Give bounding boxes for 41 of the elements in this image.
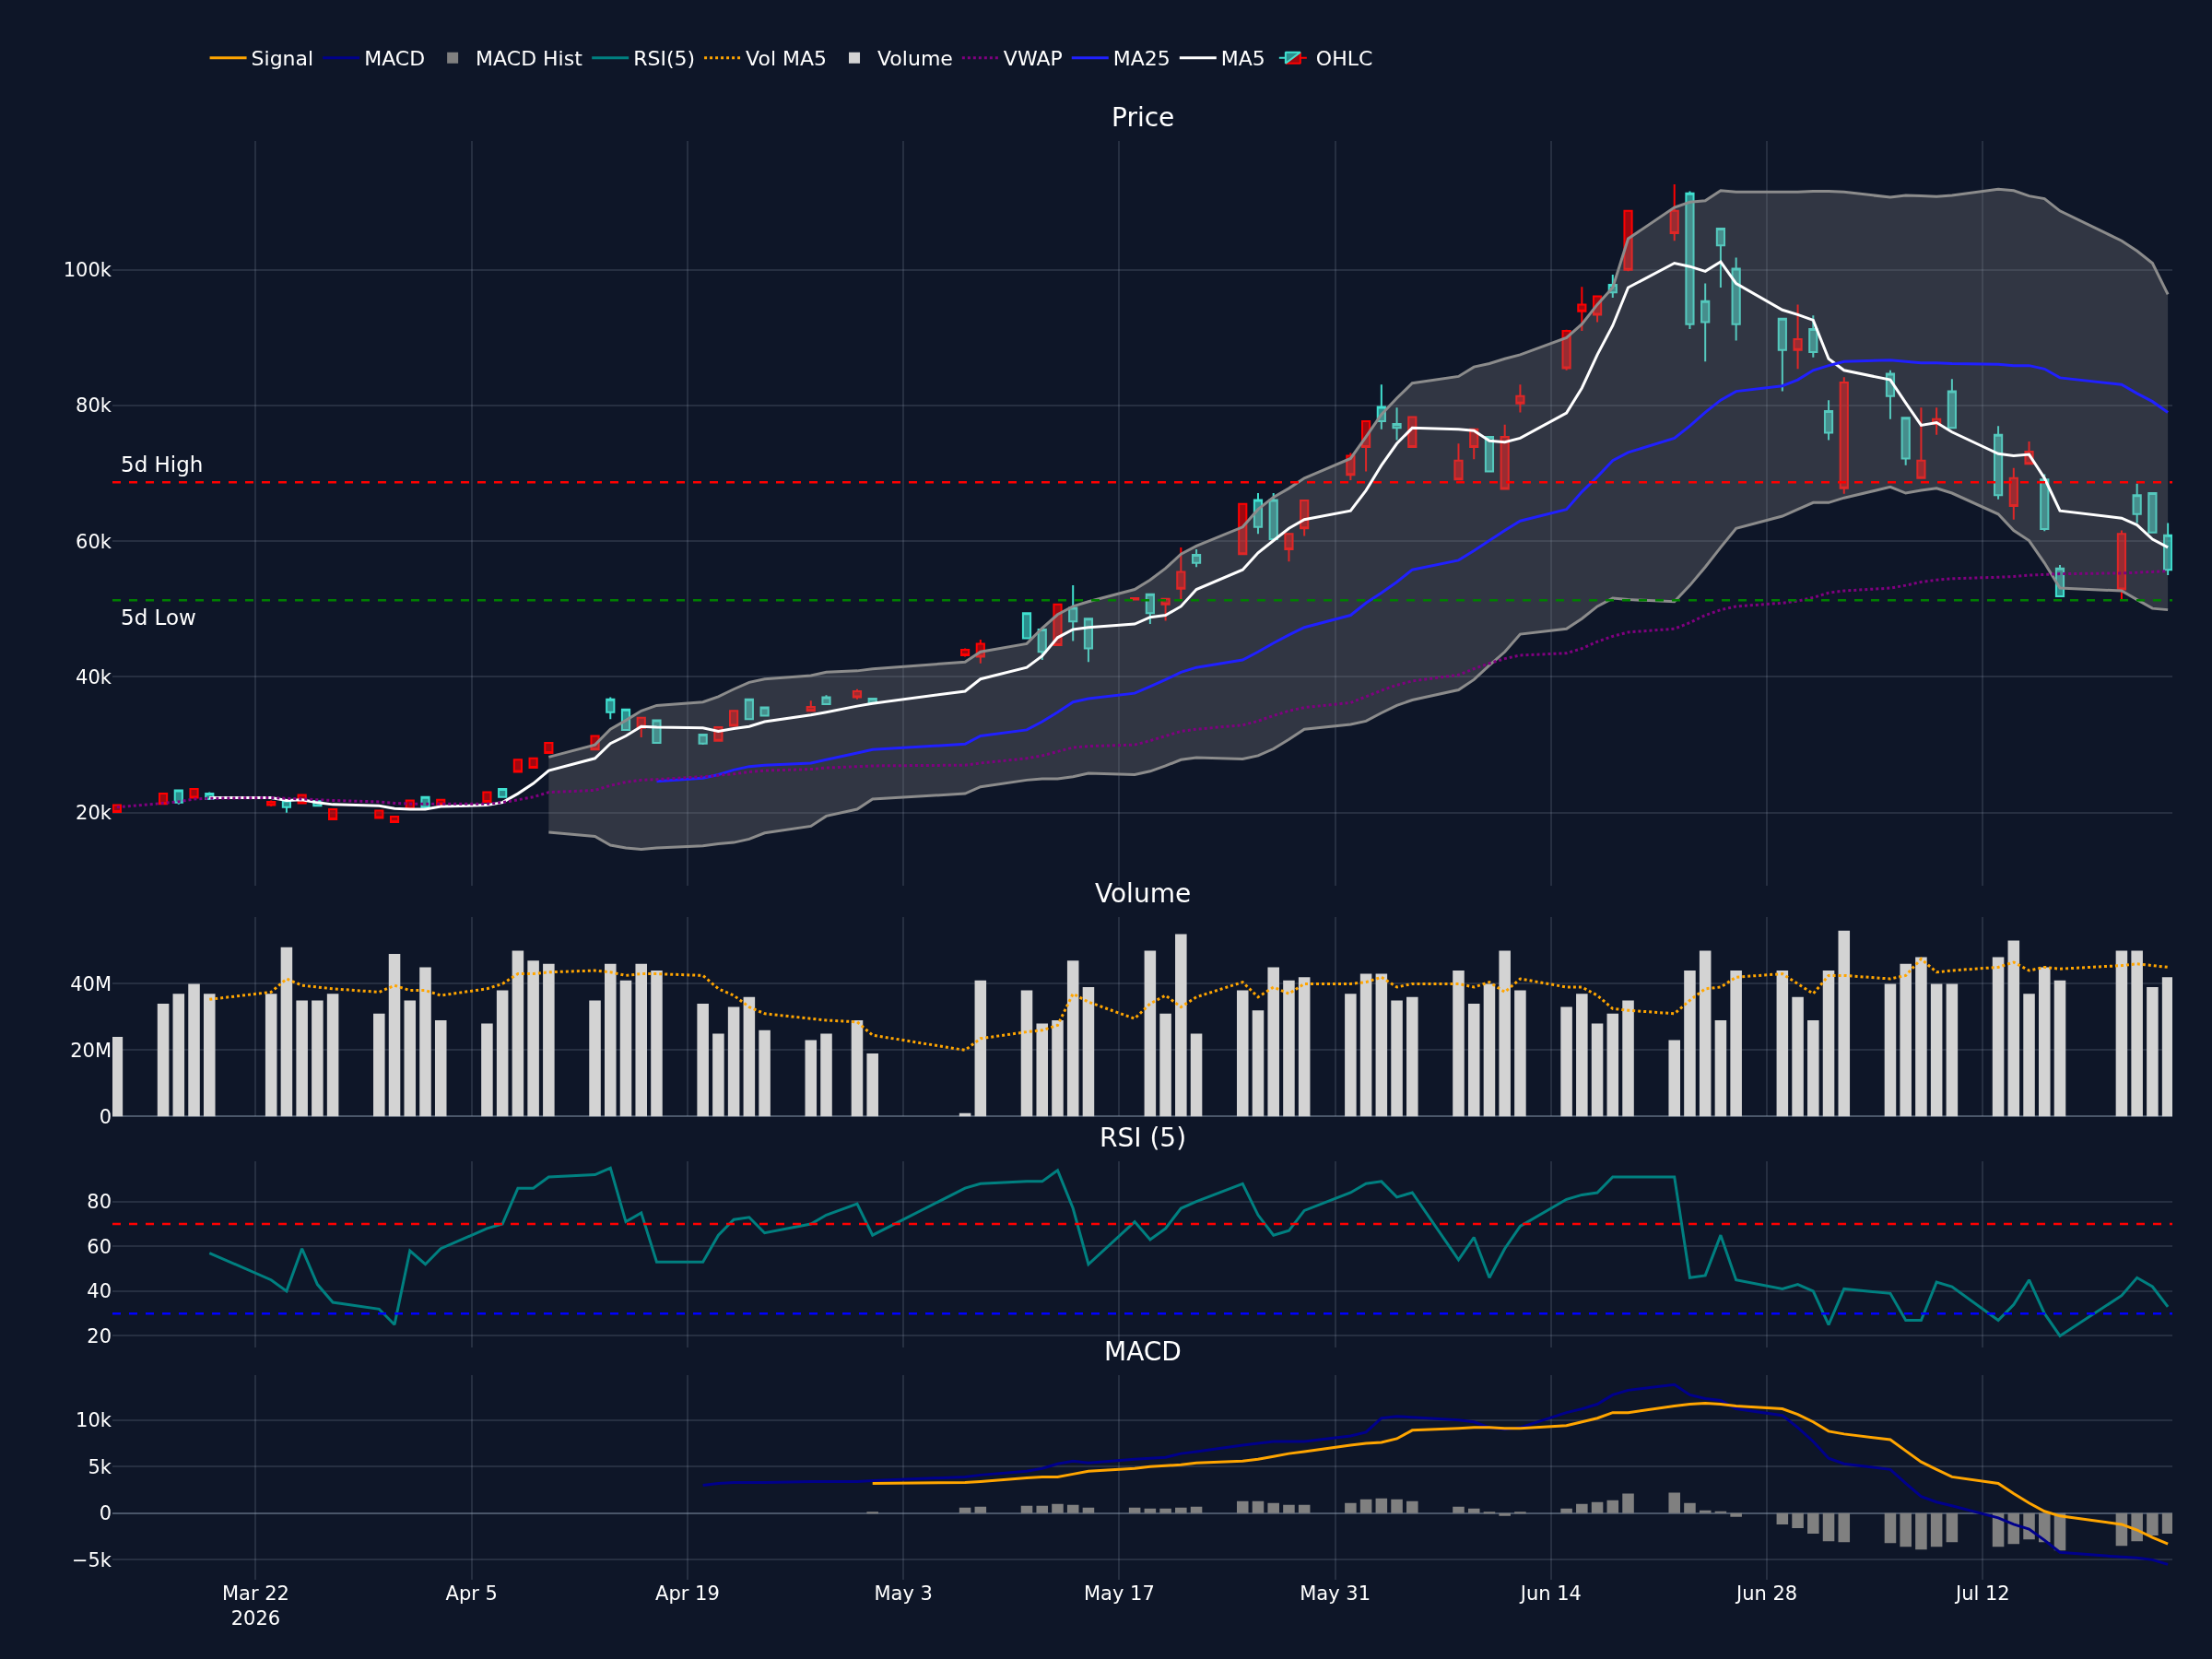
legend-label: OHLC bbox=[1315, 47, 1373, 71]
y-tick-label: 40 bbox=[87, 1280, 112, 1303]
ref-line-label: 5d Low bbox=[121, 606, 196, 629]
legend-label: MACD bbox=[364, 47, 426, 71]
legend-label: MA5 bbox=[1220, 47, 1265, 71]
y-tick-label: 0 bbox=[99, 1105, 112, 1128]
x-tick-label: Mar 22 2026 bbox=[221, 1582, 289, 1630]
y-tick-label: 0 bbox=[99, 1502, 112, 1525]
legend-label: VWAP bbox=[1003, 47, 1063, 71]
legend-label: Vol MA5 bbox=[746, 47, 828, 71]
legend-label: MA25 bbox=[1112, 47, 1171, 71]
chart-title: Price bbox=[1112, 102, 1175, 133]
y-tick-label: 80 bbox=[87, 1191, 112, 1214]
legend-label: RSI(5) bbox=[633, 47, 696, 71]
legend-label: MACD Hist bbox=[476, 47, 583, 71]
y-tick-label: 60k bbox=[76, 530, 112, 553]
x-tick-label: Jul 12 bbox=[1953, 1582, 2010, 1605]
y-tick-label: 10k bbox=[76, 1409, 112, 1432]
ref-line-label: 5d High bbox=[121, 453, 204, 477]
legend-label: Signal bbox=[251, 47, 314, 71]
x-tick-label: Apr 5 bbox=[445, 1582, 498, 1605]
x-tick-label: Jun 14 bbox=[1518, 1582, 1582, 1605]
legend-label: Volume bbox=[877, 47, 953, 71]
y-tick-label: 100k bbox=[63, 259, 112, 282]
chart-title: Volume bbox=[1095, 878, 1192, 909]
x-tick-label: Apr 19 bbox=[655, 1582, 720, 1605]
y-tick-label: 40k bbox=[76, 665, 112, 688]
chart-title: MACD bbox=[1104, 1336, 1182, 1367]
y-tick-label: 20M bbox=[70, 1039, 112, 1062]
chart-title: RSI (5) bbox=[1100, 1123, 1187, 1153]
y-tick-label: 20 bbox=[87, 1324, 112, 1347]
y-tick-label: 80k bbox=[76, 394, 112, 418]
y-tick-label: −5k bbox=[71, 1548, 112, 1571]
x-tick-label: May 3 bbox=[874, 1582, 933, 1605]
y-tick-label: 20k bbox=[76, 802, 112, 825]
x-tick-label: Jun 28 bbox=[1735, 1582, 1798, 1605]
y-tick-label: 40M bbox=[70, 972, 112, 995]
x-tick-label: May 17 bbox=[1083, 1582, 1155, 1605]
y-tick-label: 5k bbox=[88, 1455, 112, 1478]
x-tick-label: May 31 bbox=[1300, 1582, 1371, 1605]
y-tick-label: 60 bbox=[87, 1235, 112, 1258]
